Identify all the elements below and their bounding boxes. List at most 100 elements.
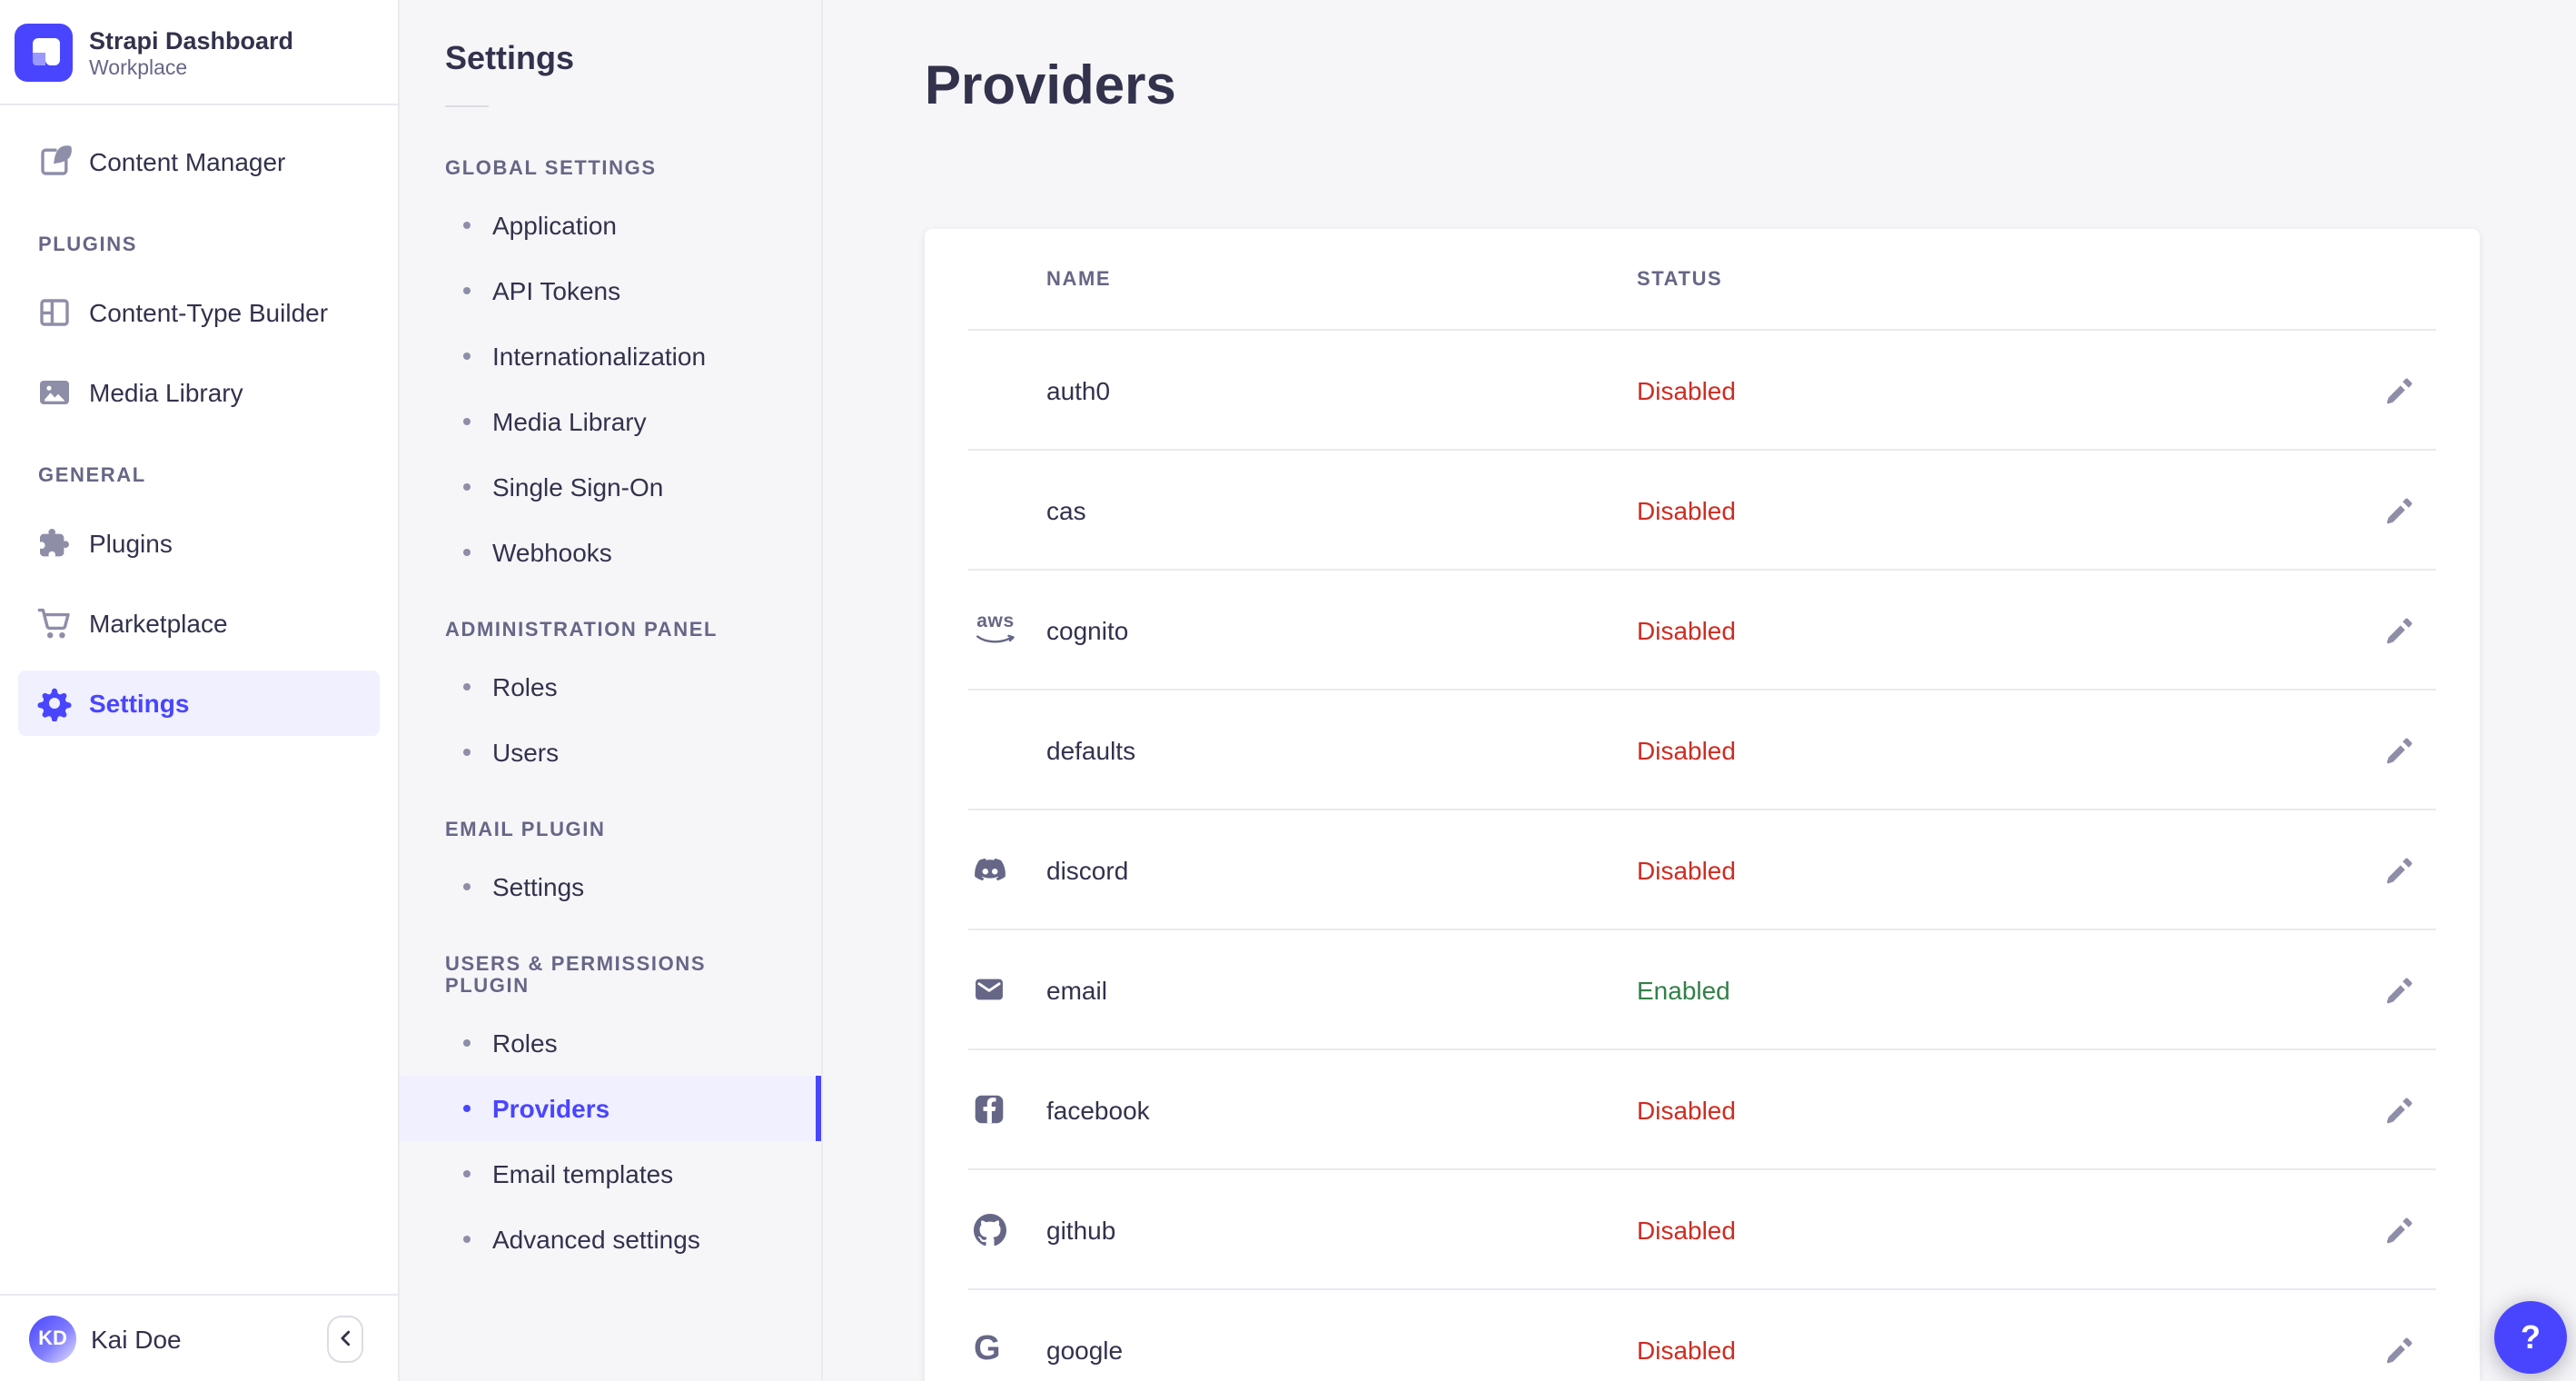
strapi-logo-icon	[15, 24, 73, 82]
edit-provider-button[interactable]	[2378, 1088, 2422, 1131]
gear-icon	[36, 685, 73, 721]
edit-provider-button[interactable]	[2378, 488, 2422, 532]
pencil-icon	[2385, 375, 2414, 404]
status-badge: Disabled	[1637, 1095, 1736, 1124]
settings-subnav: Settings GLOBAL SETTINGS Application API T…	[400, 0, 823, 1381]
provider-name: defaults	[1046, 735, 1136, 764]
providers-table-body: auth0 Disabled cas Disabled aws cognito Disabl…	[925, 331, 2480, 1381]
edit-provider-button[interactable]	[2378, 968, 2422, 1011]
subnav-item-internationalization[interactable]: Internationalization	[400, 323, 821, 389]
subnav-group-label: USERS & PERMISSIONS PLUGIN	[445, 954, 707, 998]
subnav-group-global-settings: GLOBAL SETTINGS Application API Tokens Inte…	[400, 158, 821, 585]
provider-row-discord[interactable]: discord Disabled	[968, 809, 2436, 929]
image-icon	[36, 374, 73, 411]
provider-name: facebook	[1046, 1095, 1150, 1124]
subnav-item-email-templates[interactable]: Email templates	[400, 1141, 821, 1207]
github-logo-icon	[968, 1213, 1046, 1246]
status-badge: Disabled	[1637, 375, 1736, 404]
subnav-item-label: Single Sign-On	[492, 472, 664, 502]
subnav-item-webhooks[interactable]: Webhooks	[400, 520, 821, 585]
column-header-name: NAME	[1046, 268, 1112, 290]
subnav-item-label: Email templates	[492, 1159, 674, 1188]
sidebar-item-label: Plugins	[89, 529, 173, 558]
subnav-item-api-tokens[interactable]: API Tokens	[400, 258, 821, 323]
pencil-icon	[2385, 495, 2414, 524]
help-button[interactable]: ?	[2494, 1301, 2567, 1374]
provider-row-facebook[interactable]: facebook Disabled	[968, 1048, 2436, 1168]
facebook-logo-icon	[968, 1094, 1046, 1125]
provider-row-email[interactable]: email Enabled	[968, 929, 2436, 1048]
pencil-icon	[2385, 615, 2414, 644]
divider	[0, 104, 398, 105]
sidebar-item-media-library[interactable]: Media Library	[18, 360, 380, 425]
collapse-sidebar-button[interactable]	[327, 1315, 363, 1362]
app-title: Strapi Dashboard	[89, 26, 294, 54]
subnav-item-label: Media Library	[492, 407, 647, 436]
sidebar-item-marketplace[interactable]: Marketplace	[18, 591, 380, 656]
provider-row-cognito[interactable]: aws cognito Disabled	[968, 569, 2436, 689]
subnav-item-providers[interactable]: Providers	[400, 1076, 821, 1141]
subnav-item-media-library[interactable]: Media Library	[400, 389, 821, 454]
edit-provider-button[interactable]	[2378, 1327, 2422, 1371]
provider-row-auth0[interactable]: auth0 Disabled	[968, 331, 2436, 449]
subnav-item-advanced-settings[interactable]: Advanced settings	[400, 1207, 821, 1272]
status-badge: Disabled	[1637, 1215, 1736, 1244]
provider-name: cognito	[1046, 615, 1129, 644]
subnav-item-roles[interactable]: Roles	[400, 1010, 821, 1076]
subnav-item-label: Advanced settings	[492, 1225, 700, 1254]
sidebar-item-content-type-builder[interactable]: Content-Type Builder	[18, 280, 380, 345]
pencil-icon	[2385, 975, 2414, 1004]
pencil-icon	[2385, 735, 2414, 764]
edit-provider-button[interactable]	[2378, 848, 2422, 891]
provider-name: auth0	[1046, 375, 1111, 404]
chevron-left-icon	[335, 1328, 355, 1348]
divider	[445, 105, 489, 107]
provider-row-github[interactable]: github Disabled	[968, 1168, 2436, 1288]
layout-grid-icon	[36, 294, 73, 331]
status-badge: Disabled	[1637, 735, 1736, 764]
sidebar-section-label-general: GENERAL	[38, 465, 146, 487]
avatar: KD	[29, 1315, 76, 1362]
subnav-item-application[interactable]: Application	[400, 193, 821, 258]
provider-row-cas[interactable]: cas Disabled	[968, 449, 2436, 569]
subnav-group-label: EMAIL PLUGIN	[445, 820, 606, 841]
envelope-icon	[968, 978, 1046, 1001]
provider-row-defaults[interactable]: defaults Disabled	[968, 689, 2436, 809]
workplace-switcher[interactable]: Strapi Dashboard Workplace	[0, 0, 398, 104]
subnav-item-roles[interactable]: Roles	[400, 654, 821, 720]
user-menu[interactable]: KD Kai Doe	[29, 1315, 312, 1362]
workplace-label: Workplace	[89, 57, 188, 79]
sidebar-item-plugins[interactable]: Plugins	[18, 511, 380, 576]
main-content: Providers NAME STATUS auth0 Disabled cas Di…	[823, 0, 2576, 1381]
subnav-title: Settings	[445, 40, 575, 76]
sidebar-item-content-manager[interactable]: Content Manager	[18, 129, 380, 194]
sidebar-section-label-plugins: PLUGINS	[38, 234, 137, 256]
subnav-item-label: Roles	[492, 672, 558, 701]
feather-pen-icon	[36, 144, 73, 180]
subnav-group-label: GLOBAL SETTINGS	[445, 158, 657, 180]
subnav-item-single-sign-on[interactable]: Single Sign-On	[400, 454, 821, 520]
subnav-group-administration-panel: ADMINISTRATION PANEL Roles Users	[400, 620, 821, 785]
subnav-group-users-permissions-plugin: USERS & PERMISSIONS PLUGIN Roles Providers…	[400, 954, 821, 1272]
sidebar-item-settings[interactable]: Settings	[18, 671, 380, 736]
page-title: Providers	[925, 56, 1176, 116]
subnav-item-label: Application	[492, 211, 617, 240]
subnav-item-label: Providers	[492, 1094, 610, 1123]
pencil-icon	[2385, 1335, 2414, 1364]
edit-provider-button[interactable]	[2378, 728, 2422, 771]
subnav-item-users[interactable]: Users	[400, 720, 821, 785]
edit-provider-button[interactable]	[2378, 608, 2422, 651]
subnav-item-label: Roles	[492, 1028, 558, 1058]
subnav-item-settings[interactable]: Settings	[400, 854, 821, 919]
aws-logo-icon: aws	[968, 612, 1046, 647]
sidebar-nav: Content Manager PLUGINS Content-Type Build…	[0, 105, 398, 1294]
edit-provider-button[interactable]	[2378, 368, 2422, 412]
sidebar-item-label: Settings	[89, 689, 190, 718]
subnav-item-label: Users	[492, 738, 560, 767]
edit-provider-button[interactable]	[2378, 1207, 2422, 1251]
puzzle-icon	[36, 525, 73, 561]
status-badge: Disabled	[1637, 855, 1736, 884]
status-badge: Disabled	[1637, 1335, 1736, 1364]
column-header-status: STATUS	[1637, 268, 1723, 290]
